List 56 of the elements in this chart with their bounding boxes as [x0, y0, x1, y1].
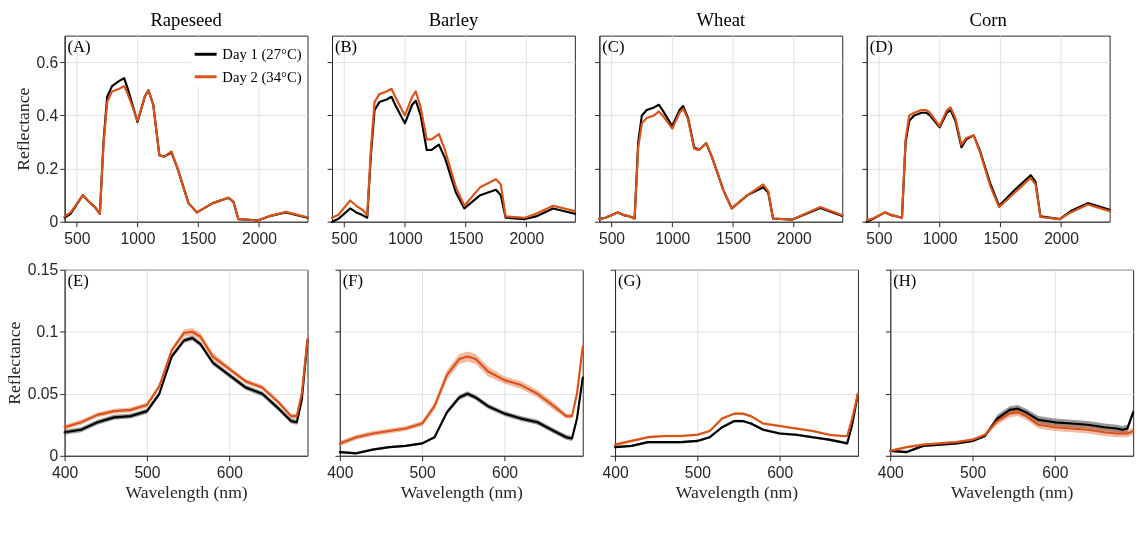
x-axis-title: Wavelength (nm): [951, 482, 1074, 503]
x-tick-label: 500: [960, 463, 987, 481]
x-tick-label: 400: [602, 463, 629, 481]
y-tick-label: 0: [49, 447, 59, 465]
x-tick-label: 1000: [922, 229, 958, 247]
y-axis-title: Reflectance: [12, 87, 33, 171]
chart-title: Wheat: [696, 8, 746, 30]
x-tick-label: 500: [64, 229, 91, 247]
x-tick-label: 2000: [509, 229, 545, 247]
legend-label: Day 2 (34°C): [222, 68, 302, 86]
x-tick-label: 1500: [983, 229, 1019, 247]
x-tick-label: 2000: [776, 229, 812, 247]
x-tick-label: 400: [877, 463, 905, 481]
annotation: (A): [67, 37, 91, 57]
x-axis-title: Wavelength (nm): [675, 482, 799, 503]
chart-title: Corn: [969, 8, 1008, 30]
x-tick-label: 500: [331, 229, 358, 247]
x-tick-label: 500: [866, 229, 893, 247]
y-tick-label: 0: [49, 213, 59, 231]
x-tick-label: 600: [1042, 463, 1069, 481]
chart-title: Rapeseed: [150, 8, 223, 30]
x-tick-label: 600: [767, 463, 794, 481]
x-tick-label: 1000: [387, 229, 424, 247]
annotation: (G): [617, 271, 642, 291]
y-tick-label: 0.05: [27, 385, 59, 403]
legend-label: Day 1 (27°C): [222, 46, 302, 64]
x-axis-title: Wavelength (nm): [400, 482, 524, 503]
chart-title: Barley: [428, 8, 479, 30]
x-tick-label: 1500: [181, 229, 217, 247]
x-tick-label: 1000: [655, 229, 691, 247]
x-tick-label: 1500: [448, 229, 484, 247]
x-tick-label: 400: [52, 463, 79, 481]
y-axis-title: Reflectance: [3, 321, 24, 405]
x-tick-label: 2000: [1044, 229, 1080, 247]
annotation: (B): [334, 37, 358, 57]
x-tick-label: 500: [684, 463, 712, 481]
annotation: (E): [67, 271, 89, 291]
x-axis-title: Wavelength (nm): [125, 482, 248, 503]
y-tick-label: 0.4: [36, 106, 59, 124]
y-tick-label: 0.6: [36, 53, 59, 71]
annotation: (C): [602, 37, 625, 57]
x-tick-label: 400: [327, 463, 354, 481]
annotation: (F): [342, 271, 364, 291]
x-tick-label: 1000: [120, 229, 156, 247]
x-tick-label: 500: [598, 229, 626, 247]
x-tick-label: 500: [134, 463, 161, 481]
annotation: (H): [893, 271, 917, 291]
annotation: (D): [869, 37, 893, 57]
x-tick-label: 2000: [242, 229, 278, 247]
y-tick-label: 0.15: [27, 261, 59, 279]
y-tick-label: 0.2: [36, 159, 59, 177]
x-tick-label: 600: [491, 463, 519, 481]
y-tick-label: 0.1: [36, 323, 59, 341]
x-tick-label: 1500: [716, 229, 752, 247]
x-tick-label: 600: [216, 463, 244, 481]
x-tick-label: 500: [409, 463, 437, 481]
